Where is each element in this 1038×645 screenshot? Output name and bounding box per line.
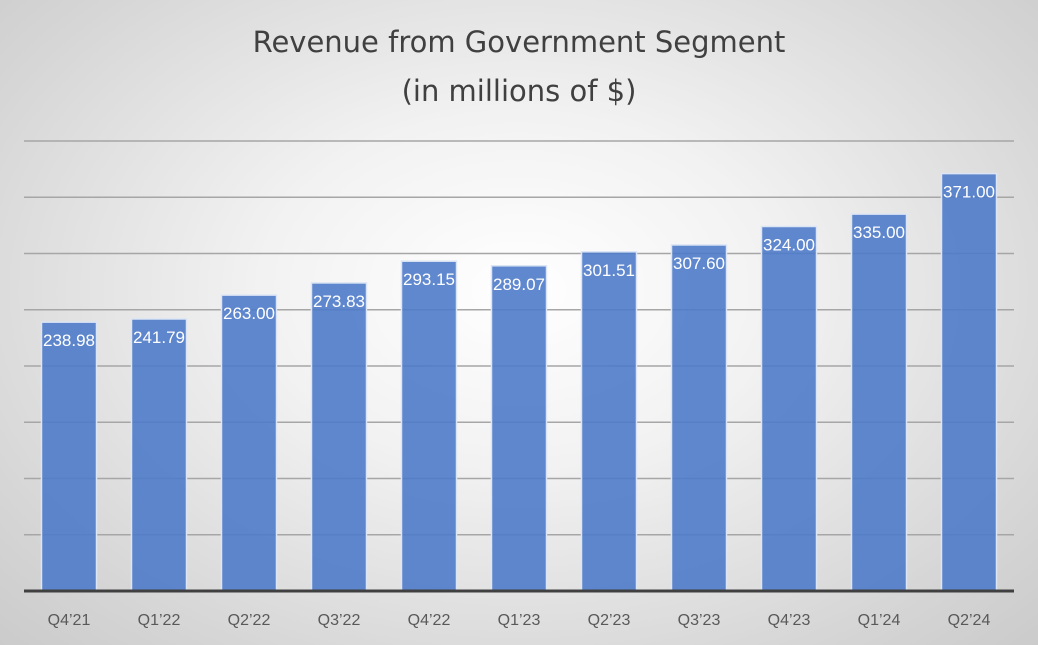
bar	[940, 172, 998, 592]
bar	[40, 321, 98, 592]
bar	[580, 251, 638, 592]
x-tick-label: Q4’23	[768, 612, 811, 629]
x-tick-label: Q2’23	[588, 612, 631, 629]
x-tick-label: Q1’23	[498, 612, 541, 629]
x-tick-label: Q1’22	[138, 612, 181, 629]
x-tick-label: Q3’22	[318, 612, 361, 629]
data-label: 263.00	[223, 304, 275, 323]
data-label: 273.83	[313, 292, 365, 311]
data-label: 289.07	[493, 275, 545, 294]
bar	[760, 225, 818, 592]
data-label: 371.00	[943, 183, 995, 202]
bar	[220, 294, 278, 592]
x-tick-label: Q2’22	[228, 612, 271, 629]
bar	[670, 244, 728, 592]
chart-title-line1: Revenue from Government Segment	[253, 25, 786, 59]
data-label: 293.15	[403, 270, 455, 289]
data-label: 324.00	[763, 236, 815, 255]
chart-title-line2: (in millions of $)	[402, 74, 637, 108]
data-label: 335.00	[853, 223, 905, 242]
x-tick-label: Q2’24	[948, 612, 991, 629]
x-tick-label: Q1’24	[858, 612, 901, 629]
data-label: 241.79	[133, 328, 185, 347]
data-label: 301.51	[583, 261, 635, 280]
x-tick-label: Q4’22	[408, 612, 451, 629]
x-tick-label: Q3’23	[678, 612, 721, 629]
bar	[490, 265, 548, 592]
bar	[310, 282, 368, 592]
bar	[850, 213, 908, 592]
bar	[130, 318, 188, 592]
data-label: 307.60	[673, 254, 725, 273]
data-label: 238.98	[43, 331, 95, 350]
bar	[400, 260, 458, 592]
x-tick-label: Q4’21	[48, 612, 91, 629]
